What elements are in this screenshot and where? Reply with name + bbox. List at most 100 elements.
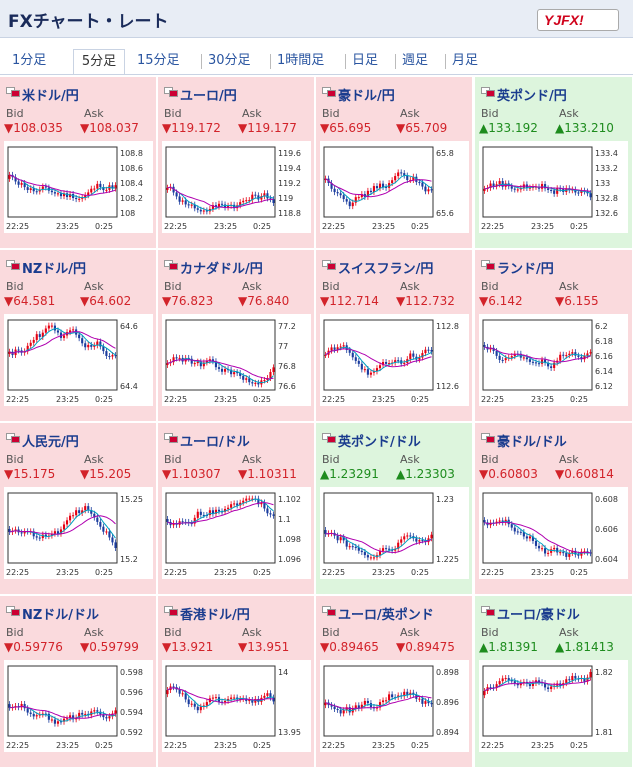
mini-candle-chart[interactable]: 119.6 119.4 119.2 119 118.8 22:25 23:25 0:25 bbox=[162, 141, 311, 233]
candle-body bbox=[8, 704, 11, 708]
tab-6[interactable]: 週足 bbox=[402, 53, 429, 68]
candle-body bbox=[214, 205, 218, 207]
pair-name[interactable]: ユーロ/ドル bbox=[180, 435, 250, 450]
mini-candle-chart[interactable]: 112.8 112.6 22:25 23:25 0:25 bbox=[320, 314, 469, 406]
tab-7[interactable]: 月足 bbox=[452, 53, 479, 68]
rate-card[interactable]: 英ポンド/円 Bid Ask ▲133.192 ▲133.210 133.4 133.2 13… bbox=[475, 77, 633, 249]
short-moving-average bbox=[9, 328, 116, 356]
candle-body bbox=[99, 521, 102, 527]
candle-body bbox=[483, 188, 486, 191]
pair-name[interactable]: 豪ドル/ドル bbox=[497, 435, 567, 450]
rate-card[interactable]: 豪ドル/ドル Bid Ask ▼0.60803 ▼0.60814 0.608 0.606 0.… bbox=[475, 423, 633, 595]
rate-card[interactable]: ユーロ/豪ドル Bid Ask ▲1.81391 ▲1.81413 1.82 1.81 22:… bbox=[475, 596, 633, 768]
candle-body bbox=[369, 557, 372, 559]
candle-body bbox=[251, 194, 254, 201]
tab-3[interactable]: 30分足 bbox=[208, 53, 251, 68]
mini-candle-chart[interactable]: 108.8 108.6 108.4 108.2 108 22:25 23:25 0:25 bbox=[4, 141, 153, 233]
tab-1[interactable]: 5分足 bbox=[73, 49, 125, 74]
tab-5[interactable]: 日足 bbox=[352, 53, 379, 68]
candle-body bbox=[574, 189, 577, 193]
short-moving-average bbox=[167, 186, 274, 211]
candle-body bbox=[504, 678, 507, 680]
candle-body bbox=[348, 546, 351, 548]
mini-candle-chart[interactable]: 77.2 77 76.8 76.6 22:25 23:25 0:25 bbox=[162, 314, 311, 406]
candle-body bbox=[528, 683, 531, 686]
candle-body bbox=[339, 709, 342, 714]
mini-candle-chart[interactable]: 64.6 64.4 22:25 23:25 0:25 bbox=[4, 314, 153, 406]
rate-card[interactable]: スイスフラン/円 Bid Ask ▼112.714 ▼112.732 112.8 112.6… bbox=[316, 250, 473, 422]
pair-name[interactable]: カナダドル/円 bbox=[180, 262, 263, 277]
pair-name[interactable]: ユーロ/豪ドル bbox=[497, 608, 580, 623]
rate-card[interactable]: NZドル/円 Bid Ask ▼64.581 ▼64.602 64.6 64.4 22:25 2… bbox=[0, 250, 157, 422]
rate-card[interactable]: 英ポンド/ドル Bid Ask ▲1.23291 ▲1.23303 1.23 1.225 22… bbox=[316, 423, 473, 595]
tab-4[interactable]: 1時間足 bbox=[277, 53, 325, 68]
candle-body bbox=[38, 537, 41, 539]
yjfx-logo[interactable]: YJFX! bbox=[537, 9, 619, 31]
currency-flag-icon bbox=[481, 433, 495, 443]
candle-body bbox=[178, 357, 181, 359]
mini-candle-chart[interactable]: 0.608 0.606 0.604 22:25 23:25 0:25 bbox=[479, 487, 628, 579]
rate-card[interactable]: カナダドル/円 Bid Ask ▼76.823 ▼76.840 77.2 77 76.8 76.… bbox=[158, 250, 315, 422]
candle-body bbox=[391, 694, 394, 698]
candle-body bbox=[378, 365, 382, 369]
pair-name[interactable]: 豪ドル/円 bbox=[338, 89, 395, 104]
candle-body bbox=[553, 190, 556, 194]
candle-body bbox=[568, 552, 571, 557]
mini-candle-chart[interactable]: 0.598 0.596 0.594 0.592 22:25 23:25 0:25 bbox=[4, 660, 153, 752]
pair-name[interactable]: 英ポンド/ドル bbox=[338, 435, 421, 450]
candle-body bbox=[105, 189, 108, 191]
candle-body bbox=[205, 210, 208, 212]
pair-name[interactable]: ユーロ/英ポンド bbox=[338, 608, 434, 623]
x-tick-label: 0:25 bbox=[95, 741, 113, 750]
candle-body bbox=[111, 537, 114, 543]
candle-body bbox=[550, 549, 553, 553]
mini-candle-chart[interactable]: 0.898 0.896 0.894 22:25 23:25 0:25 bbox=[320, 660, 469, 752]
mini-candle-chart[interactable]: 1.23 1.225 22:25 23:25 0:25 bbox=[320, 487, 469, 579]
y-tick-label: 108.6 bbox=[120, 164, 143, 173]
rate-card[interactable]: ユーロ/ドル Bid Ask ▼1.10307 ▼1.10311 1.102 1.1 1.09… bbox=[158, 423, 315, 595]
pair-name[interactable]: スイスフラン/円 bbox=[338, 262, 434, 277]
header-bar: FXチャート・レート YJFX! bbox=[0, 0, 633, 38]
tab-2[interactable]: 15分足 bbox=[137, 53, 180, 68]
candle-body bbox=[495, 521, 498, 523]
pair-name[interactable]: 英ポンド/円 bbox=[497, 89, 567, 104]
rate-card[interactable]: 人民元/円 Bid Ask ▼15.175 ▼15.205 15.25 15.2 22:25 2… bbox=[0, 423, 157, 595]
rate-card[interactable]: 豪ドル/円 Bid Ask ▼65.695 ▼65.709 65.8 65.6 22:25 23… bbox=[316, 77, 473, 249]
pair-name[interactable]: ランド/円 bbox=[497, 262, 554, 277]
candle-body bbox=[495, 184, 498, 187]
candle-body bbox=[190, 703, 193, 705]
candle-body bbox=[69, 715, 72, 719]
rate-card[interactable]: 米ドル/円 Bid Ask ▼108.035 ▼108.037 108.8 108.6 108… bbox=[0, 77, 157, 249]
candle-body bbox=[510, 186, 513, 189]
rate-card[interactable]: ランド/円 Bid Ask ▼6.142 ▼6.155 6.2 6.18 6.16 6.14 6.… bbox=[475, 250, 633, 422]
mini-candle-chart[interactable]: 133.4 133.2 133 132.8 132.6 22:25 23:25 0:25 bbox=[479, 141, 628, 233]
rate-card[interactable]: ユーロ/円 Bid Ask ▼119.172 ▼119.177 119.6 119.4 119… bbox=[158, 77, 315, 249]
candle-body bbox=[501, 359, 504, 361]
pair-name[interactable]: NZドル/ドル bbox=[22, 608, 100, 623]
mini-candle-chart[interactable]: 1.102 1.1 1.098 1.096 22:25 23:25 0:25 bbox=[162, 487, 311, 579]
bid-value: ▼15.175 bbox=[4, 467, 56, 481]
pair-name[interactable]: ユーロ/円 bbox=[180, 89, 237, 104]
candle-body bbox=[196, 361, 199, 364]
pair-name[interactable]: 米ドル/円 bbox=[22, 89, 79, 104]
rate-card[interactable]: NZドル/ドル Bid Ask ▼0.59776 ▼0.59799 0.598 0.596 0… bbox=[0, 596, 157, 768]
pair-name[interactable]: NZドル/円 bbox=[22, 262, 87, 277]
mini-candle-chart[interactable]: 15.25 15.2 22:25 23:25 0:25 bbox=[4, 487, 153, 579]
candle-body bbox=[166, 187, 169, 190]
tab-0[interactable]: 1分足 bbox=[12, 53, 47, 68]
mini-candle-chart[interactable]: 6.2 6.18 6.16 6.14 6.12 22:25 23:25 0:25 bbox=[479, 314, 628, 406]
pair-name[interactable]: 人民元/円 bbox=[22, 435, 79, 450]
rate-card[interactable]: 香港ドル/円 Bid Ask ▼13.921 ▼13.951 14 13.95 22:25 23… bbox=[158, 596, 315, 768]
candle-body bbox=[214, 697, 218, 699]
x-tick-label: 23:25 bbox=[214, 568, 237, 577]
candle-body bbox=[489, 347, 492, 350]
candle-body bbox=[577, 355, 580, 357]
rate-card[interactable]: ユーロ/英ポンド Bid Ask ▼0.89465 ▼0.89475 0.898 0.896… bbox=[316, 596, 473, 768]
pair-name[interactable]: 香港ドル/円 bbox=[180, 608, 250, 623]
candle-body bbox=[516, 531, 519, 533]
mini-candle-chart[interactable]: 14 13.95 22:25 23:25 0:25 bbox=[162, 660, 311, 752]
y-tick-label: 108 bbox=[120, 209, 135, 218]
mini-candle-chart[interactable]: 1.82 1.81 22:25 23:25 0:25 bbox=[479, 660, 628, 752]
mini-candle-chart[interactable]: 65.8 65.6 22:25 23:25 0:25 bbox=[320, 141, 469, 233]
ask-value: ▼0.60814 bbox=[555, 467, 614, 481]
